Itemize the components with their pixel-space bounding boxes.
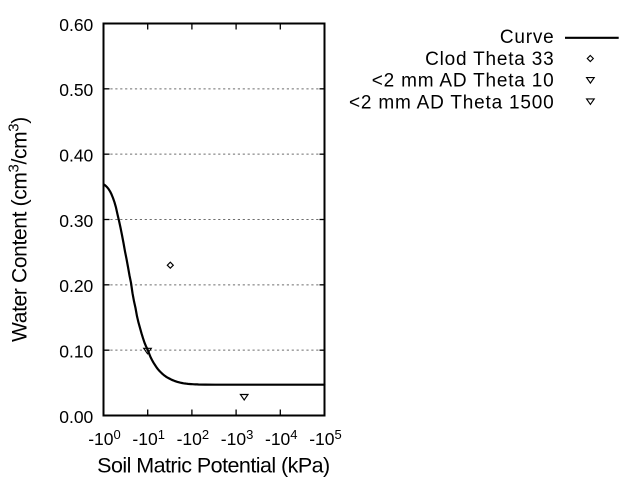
svg-text:-100: -100 [88, 427, 121, 449]
svg-text:Water Content (cm3/cm3): Water Content (cm3/cm3) [6, 117, 32, 342]
svg-text:-101: -101 [132, 427, 165, 449]
svg-text:Curve: Curve [500, 27, 555, 48]
svg-text:-102: -102 [177, 427, 210, 449]
svg-text:-103: -103 [221, 427, 254, 449]
svg-text:-104: -104 [265, 427, 298, 449]
svg-text:0.30: 0.30 [59, 211, 93, 231]
svg-text:Clod Theta 33: Clod Theta 33 [425, 49, 554, 70]
svg-text:0.00: 0.00 [59, 407, 93, 427]
svg-text:0.50: 0.50 [59, 80, 93, 100]
svg-text:Soil Matric Potential (kPa): Soil Matric Potential (kPa) [97, 454, 329, 478]
svg-text:0.10: 0.10 [59, 341, 93, 361]
svg-text:<2 mm AD Theta 10: <2 mm AD Theta 10 [372, 71, 555, 92]
svg-text:0.60: 0.60 [59, 15, 93, 35]
svg-text:0.20: 0.20 [59, 276, 93, 296]
svg-text:-105: -105 [309, 427, 342, 449]
svg-text:0.40: 0.40 [59, 145, 93, 165]
svg-text:<2 mm AD Theta 1500: <2 mm AD Theta 1500 [349, 92, 555, 113]
